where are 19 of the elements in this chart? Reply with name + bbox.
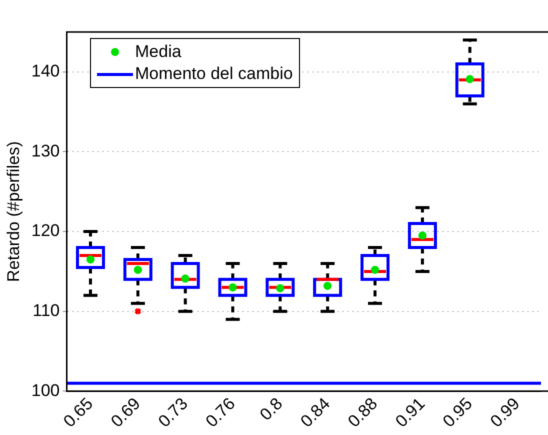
x-tick-label: 0.88 — [344, 394, 382, 431]
y-tick-label: 140 — [31, 62, 60, 81]
y-tick-label: 130 — [31, 141, 60, 160]
legend-label: Media — [135, 41, 182, 63]
x-tick-label: 0.76 — [202, 394, 239, 431]
x-tick-label: 0.91 — [392, 394, 429, 431]
y-axis-title: Retardo (#perfiles) — [4, 141, 23, 282]
x-tick-label: 0.69 — [107, 394, 144, 431]
x-tick-label: 0.99 — [486, 394, 524, 431]
x-tick-label: 0.73 — [154, 394, 192, 431]
y-tick-label: 120 — [31, 221, 60, 240]
x-tick-label: 0.84 — [296, 394, 334, 431]
point — [466, 75, 474, 84]
y-tick-label: 100 — [31, 380, 60, 400]
legend-label: Momento del cambio — [135, 63, 293, 85]
x-tick-label: 0.65 — [60, 394, 97, 431]
x-tick-label: 0.95 — [439, 394, 476, 431]
y-tick-label: 110 — [32, 301, 60, 320]
x-tick-label: 0.8 — [256, 394, 286, 424]
